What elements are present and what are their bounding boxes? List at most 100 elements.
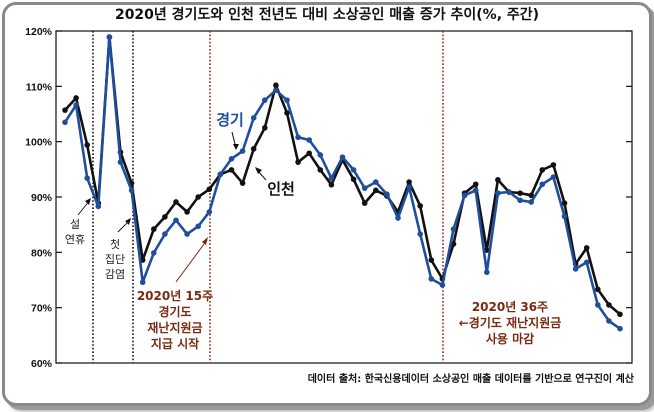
data-point [550, 174, 557, 180]
data-point [606, 302, 612, 308]
data-point [228, 156, 235, 162]
data-point [162, 214, 168, 220]
data-point [239, 180, 246, 186]
y-tick-label: 70% [31, 303, 53, 315]
data-point [62, 119, 68, 126]
data-point [517, 190, 523, 196]
data-point [373, 179, 379, 185]
arrow-head [202, 237, 208, 245]
data-point [162, 231, 168, 237]
arrow-week15 [175, 239, 208, 283]
data-point [151, 226, 157, 232]
data-point [350, 167, 357, 173]
data-point [151, 250, 157, 256]
data-point [561, 200, 568, 206]
data-point [428, 257, 435, 263]
data-point [406, 179, 412, 185]
data-point [361, 185, 368, 191]
data-point [184, 231, 190, 237]
data-point [62, 107, 68, 113]
data-point [495, 190, 501, 196]
data-point [128, 187, 135, 194]
data-point [295, 134, 301, 141]
data-point [317, 167, 324, 173]
data-point [528, 199, 534, 205]
data-point [328, 182, 335, 188]
annotation-week36: 사용 마감 [486, 331, 534, 346]
data-point [250, 146, 257, 152]
data-point [262, 97, 268, 103]
data-point [217, 171, 224, 178]
plot-axes: 120% 110% 100% 90% 80% 70% 60% [25, 26, 633, 370]
data-point [417, 203, 424, 209]
data-point [550, 162, 557, 168]
data-point [361, 200, 368, 206]
data-point [606, 318, 612, 324]
y-tick-label: 60% [31, 358, 53, 370]
data-point [195, 194, 201, 200]
data-point [73, 102, 79, 108]
data-point [617, 325, 623, 332]
data-point [539, 167, 546, 173]
data-point [583, 245, 590, 251]
data-point [484, 247, 490, 253]
data-point [295, 159, 301, 165]
data-point [450, 226, 457, 232]
data-point [384, 191, 390, 198]
data-point [173, 217, 179, 224]
data-point [184, 209, 190, 215]
data-point [206, 186, 213, 193]
data-point [84, 175, 90, 181]
data-point [239, 148, 246, 154]
annotation-week36: 2020년 36주 [472, 300, 548, 314]
data-point [117, 159, 124, 165]
data-point [262, 125, 268, 131]
data-point [206, 209, 213, 215]
annotation-first-cluster: 감염 [105, 268, 125, 281]
data-point [472, 181, 479, 188]
data-point [173, 199, 179, 205]
arrow-head [233, 144, 239, 150]
data-point [406, 184, 412, 190]
data-point [195, 223, 201, 230]
data-point [250, 115, 257, 121]
annotation-seol: 설 [70, 218, 80, 231]
y-tick-label: 110% [26, 81, 53, 93]
annotation-seol: 연휴 [65, 233, 85, 246]
arrow-head [85, 198, 91, 205]
data-point [528, 192, 534, 199]
data-point [484, 269, 490, 276]
data-point [472, 187, 479, 194]
data-point [306, 150, 313, 157]
annotation-week36: ←경기도 재난지원금 [459, 315, 562, 330]
data-point [428, 276, 435, 282]
series-lines [62, 34, 623, 332]
data-point [617, 311, 623, 318]
data-point [461, 192, 468, 199]
data-point [395, 215, 401, 221]
data-point [506, 189, 512, 195]
data-point [595, 286, 601, 293]
data-point [572, 266, 579, 272]
data-point [84, 142, 90, 148]
data-point [583, 259, 590, 266]
arrow-head [125, 218, 131, 225]
annotation-week15: 2020년 15주 [137, 289, 213, 303]
data-point [273, 82, 279, 89]
y-tick-label: 90% [31, 192, 53, 204]
annotation-week15: 경기도 [158, 304, 191, 319]
arrow-head [255, 167, 262, 174]
data-point [561, 213, 568, 220]
data-point [73, 95, 79, 101]
data-point [539, 181, 546, 188]
label-incheon: 인천 [267, 180, 295, 198]
data-point [595, 302, 601, 308]
data-point [273, 87, 279, 94]
data-point [439, 282, 446, 288]
annotation-first-cluster: 집단 [105, 253, 125, 266]
data-point [350, 176, 357, 183]
data-point [417, 231, 424, 237]
data-point [228, 167, 235, 173]
